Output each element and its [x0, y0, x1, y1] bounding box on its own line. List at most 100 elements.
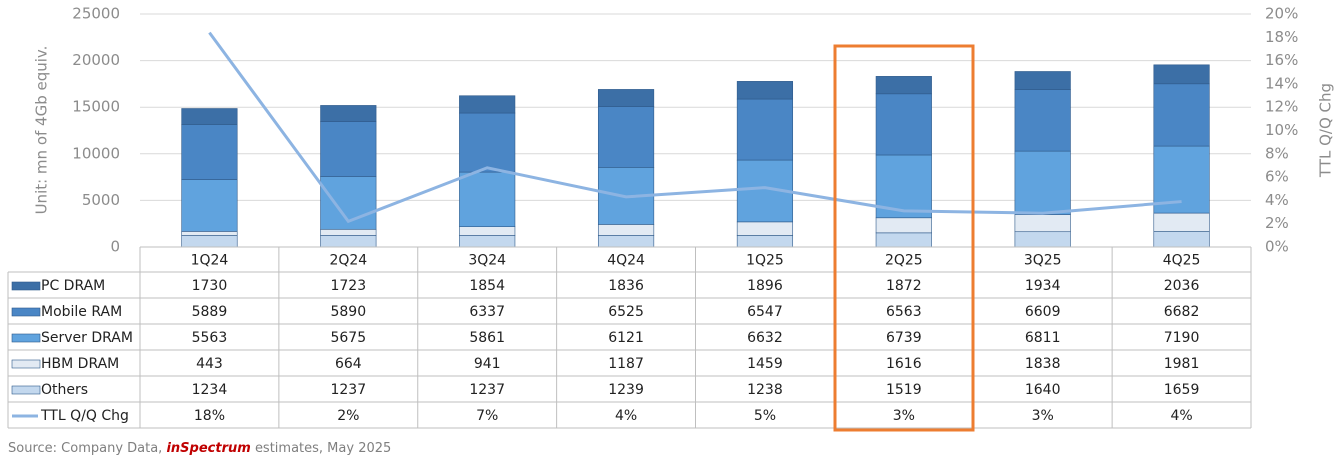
- table-cell: 941: [474, 356, 501, 372]
- table-cell: 6739: [886, 330, 922, 346]
- y2-tick-label: 12%: [1265, 98, 1298, 116]
- bar-segment: [320, 228, 377, 236]
- table-cell: 1934: [1025, 278, 1061, 294]
- x-tick-label: 2Q25: [885, 253, 923, 269]
- x-tick-label: 4Q25: [1163, 253, 1201, 269]
- source: Source: Company Data, inSpectrum estimat…: [8, 441, 391, 456]
- bar-segment: [736, 81, 794, 100]
- table-cell: 1838: [1025, 356, 1061, 372]
- table-cell: 6547: [747, 304, 783, 320]
- y-axis-title: Unit: mn of 4Gb equiv.: [33, 46, 51, 215]
- y-tick-label: 15000: [72, 98, 120, 116]
- source-prefix: Source: Company Data,: [8, 441, 162, 456]
- table-cell: 6563: [886, 304, 922, 320]
- table-cell: 5675: [330, 330, 366, 346]
- table-cell: 1237: [330, 382, 366, 398]
- table-cell: 1459: [747, 356, 783, 372]
- table-cell: 664: [335, 356, 362, 372]
- table-cell: 1659: [1164, 382, 1200, 398]
- bar-segment: [875, 217, 932, 234]
- table-cell: 4%: [1170, 408, 1192, 424]
- x-tick-label: 4Q24: [607, 253, 645, 269]
- table-cell: 1237: [469, 382, 505, 398]
- y-tick-label: 10000: [72, 144, 120, 162]
- table-cell: 1238: [747, 382, 783, 398]
- table-cell: 6811: [1025, 330, 1061, 346]
- table-cell: 18%: [194, 408, 225, 424]
- table-cell: 1854: [469, 278, 505, 294]
- table-cell: 443: [196, 356, 223, 372]
- table-cell: 1896: [747, 278, 783, 294]
- y2-tick-label: 6%: [1265, 168, 1289, 186]
- table-cell: 1616: [886, 356, 922, 372]
- bar-segment: [1153, 83, 1210, 147]
- bar-segment: [875, 93, 932, 156]
- table-cell: 6609: [1025, 304, 1061, 320]
- bar-segment: [459, 112, 516, 173]
- legend-swatch: [11, 359, 41, 369]
- x-tick-label: 2Q24: [329, 253, 367, 269]
- bar-segment: [1153, 231, 1210, 248]
- x-tick-label: 1Q24: [191, 253, 229, 269]
- source-brand: inSpectrum: [166, 441, 250, 456]
- line-series: [208, 31, 1182, 224]
- bar-segment: [320, 105, 377, 122]
- bar-segment: [320, 235, 377, 248]
- bar-segment: [320, 121, 377, 177]
- legend-label: Mobile RAM: [41, 304, 122, 320]
- bar-segment: [1153, 64, 1210, 85]
- bar-segment: [181, 235, 238, 248]
- bar-segment: [597, 235, 655, 248]
- table-cell: 3%: [893, 408, 915, 424]
- bar-segment: [597, 89, 655, 107]
- legend-label: Server DRAM: [41, 330, 133, 346]
- source-suffix: estimates, May 2025: [255, 441, 391, 456]
- highlight-box: [833, 44, 975, 432]
- x-tick-label: 1Q25: [746, 253, 784, 269]
- y2-tick-label: 18%: [1265, 28, 1298, 46]
- legend-label: Others: [41, 382, 88, 398]
- x-tick-label: 3Q24: [468, 253, 506, 269]
- bar-segment: [597, 106, 655, 168]
- table-cell: 3%: [1032, 408, 1054, 424]
- table-cell: 1234: [192, 382, 228, 398]
- legend-label: HBM DRAM: [41, 356, 119, 372]
- bar-segment: [459, 226, 516, 236]
- y2-tick-label: 16%: [1265, 51, 1298, 69]
- table-cell: 1872: [886, 278, 922, 294]
- table-cell: 1239: [608, 382, 644, 398]
- bar-segment: [181, 179, 238, 232]
- table-cell: 1981: [1164, 356, 1200, 372]
- legend-label: TTL Q/Q Chg: [40, 408, 129, 424]
- bar-segment: [1014, 89, 1071, 152]
- y2-tick-label: 20%: [1265, 5, 1298, 23]
- table-cell: 4%: [615, 408, 637, 424]
- y2-tick-label: 8%: [1265, 144, 1289, 162]
- y-tick-label: 20000: [72, 51, 120, 69]
- table-cell: 5890: [330, 304, 366, 320]
- legend-swatch: [11, 281, 41, 291]
- y2-tick-label: 2%: [1265, 214, 1289, 232]
- bar-segment: [459, 171, 516, 228]
- bar-segment: [875, 76, 932, 95]
- legend-swatch: [11, 307, 41, 317]
- bar-segment: [1014, 231, 1071, 248]
- y2-tick-label: 4%: [1265, 191, 1289, 209]
- table-cell: 6525: [608, 304, 644, 320]
- table-cell: 5889: [192, 304, 228, 320]
- bar-segment: [1153, 212, 1210, 232]
- table-cell: 6337: [469, 304, 505, 320]
- bar-segment: [1014, 214, 1071, 233]
- y-tick-label: 5000: [82, 191, 120, 209]
- x-tick-label: 3Q25: [1024, 253, 1062, 269]
- bar-segment: [181, 231, 238, 236]
- table-cell: 1187: [608, 356, 644, 372]
- bar-segment: [181, 124, 238, 180]
- bar-segment: [875, 232, 932, 248]
- y2-tick-label: 10%: [1265, 121, 1298, 139]
- table-cell: 7190: [1164, 330, 1200, 346]
- y2-axis-title: TTL Q/Q Chg: [1317, 83, 1335, 178]
- legend-swatch: [11, 333, 41, 343]
- table-cell: 6121: [608, 330, 644, 346]
